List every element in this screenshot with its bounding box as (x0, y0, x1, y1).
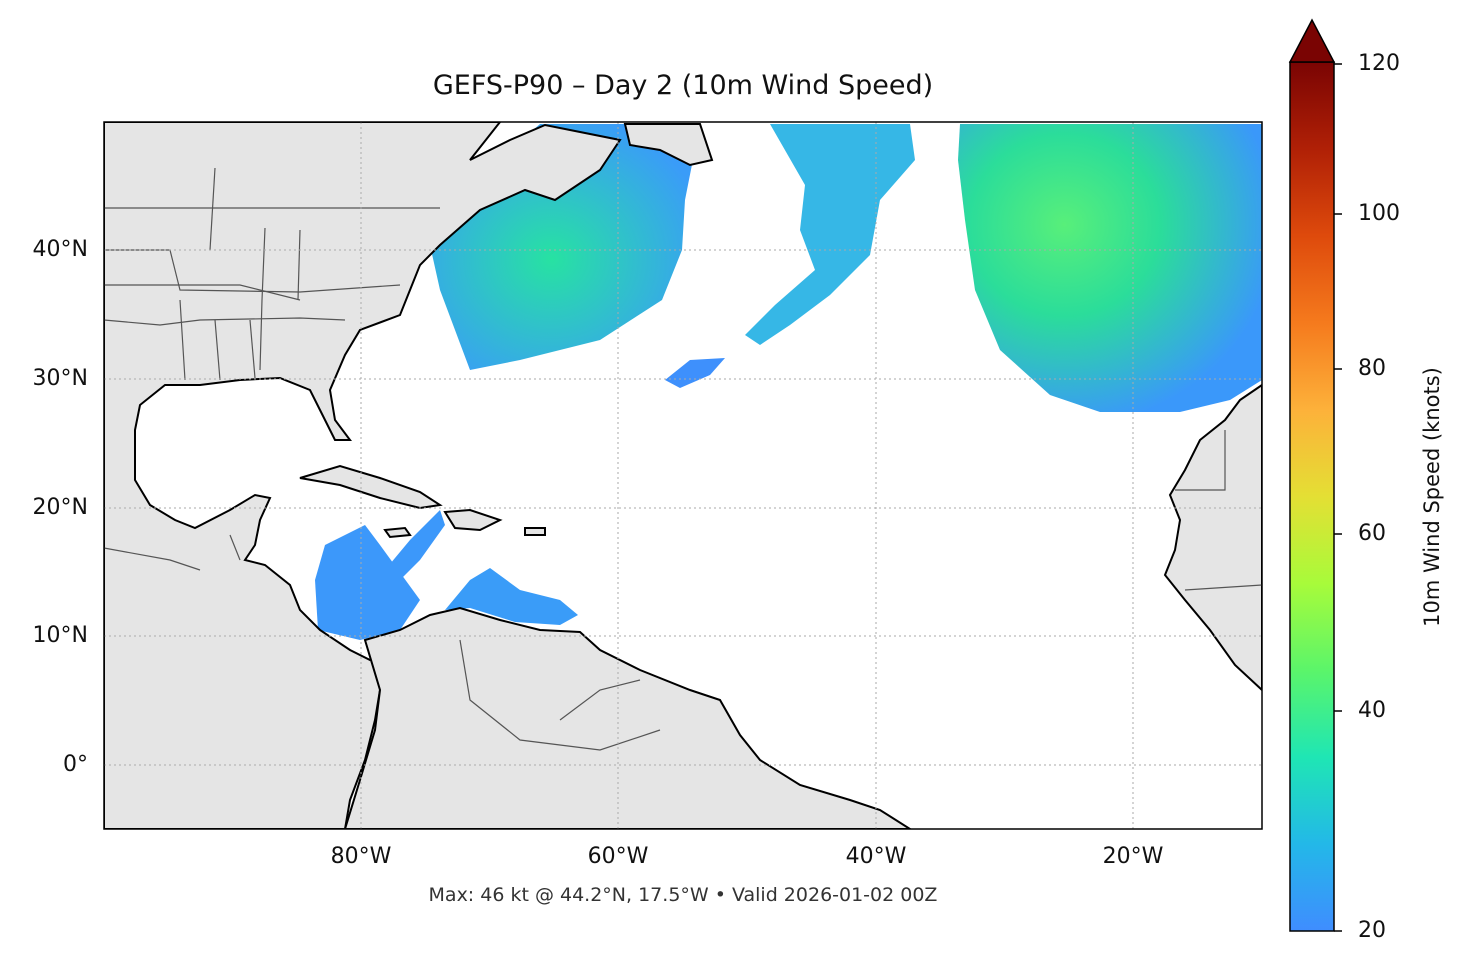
colorbar-extend-arrow (1288, 18, 1336, 63)
graticule (104, 122, 1262, 829)
lat-tick-label: 20°N (32, 495, 88, 520)
south-america (343, 606, 912, 829)
colorbar-tick-label: 80 (1358, 356, 1386, 381)
wind-area-small-patch (665, 358, 725, 388)
wind-area-caribbean-west (315, 525, 420, 640)
colorbar (1288, 18, 1342, 932)
land (104, 122, 1262, 829)
africa (1163, 383, 1262, 692)
map-title: GEFS-P90 – Day 2 (10m Wind Speed) (432, 70, 934, 101)
hispaniola (443, 508, 503, 532)
lon-tick-label: 20°W (1102, 844, 1164, 869)
wind-area-ne-atlantic-storm (958, 124, 1262, 412)
newfoundland (623, 123, 714, 167)
map-frame (103, 121, 1263, 830)
colorbar-tick-label: 40 (1358, 698, 1386, 723)
colorbar-tick-label: 60 (1358, 521, 1386, 546)
wind-area-caribbean-band (385, 510, 445, 580)
wind-area-mid-atlantic (745, 124, 915, 345)
lat-tick-label: 40°N (32, 237, 88, 262)
colorbar-tick-label: 100 (1358, 201, 1400, 226)
lon-tick-label: 40°W (845, 844, 907, 869)
colorbar-bar (1289, 61, 1335, 932)
wind-area-caribbean-east (445, 568, 578, 625)
borders (104, 167, 1262, 751)
colorbar-tick-label: 20 (1358, 918, 1386, 943)
lat-tick-label: 30°N (32, 366, 88, 391)
puerto-rico (524, 527, 546, 536)
lat-tick-label: 10°N (32, 623, 88, 648)
jamaica (383, 526, 412, 539)
colorbar-ticks (1334, 63, 1342, 932)
lon-tick-label: 80°W (330, 844, 392, 869)
colorbar-tick-label: 120 (1358, 51, 1400, 76)
max-wind-footer: Max: 46 kt @ 44.2°N, 17.5°W • Valid 2026… (428, 884, 938, 906)
colorbar-title: 10m Wind Speed (knots) (1420, 367, 1444, 627)
lat-tick-label: 0° (63, 752, 88, 777)
cuba (299, 464, 443, 510)
lon-tick-label: 60°W (587, 844, 649, 869)
